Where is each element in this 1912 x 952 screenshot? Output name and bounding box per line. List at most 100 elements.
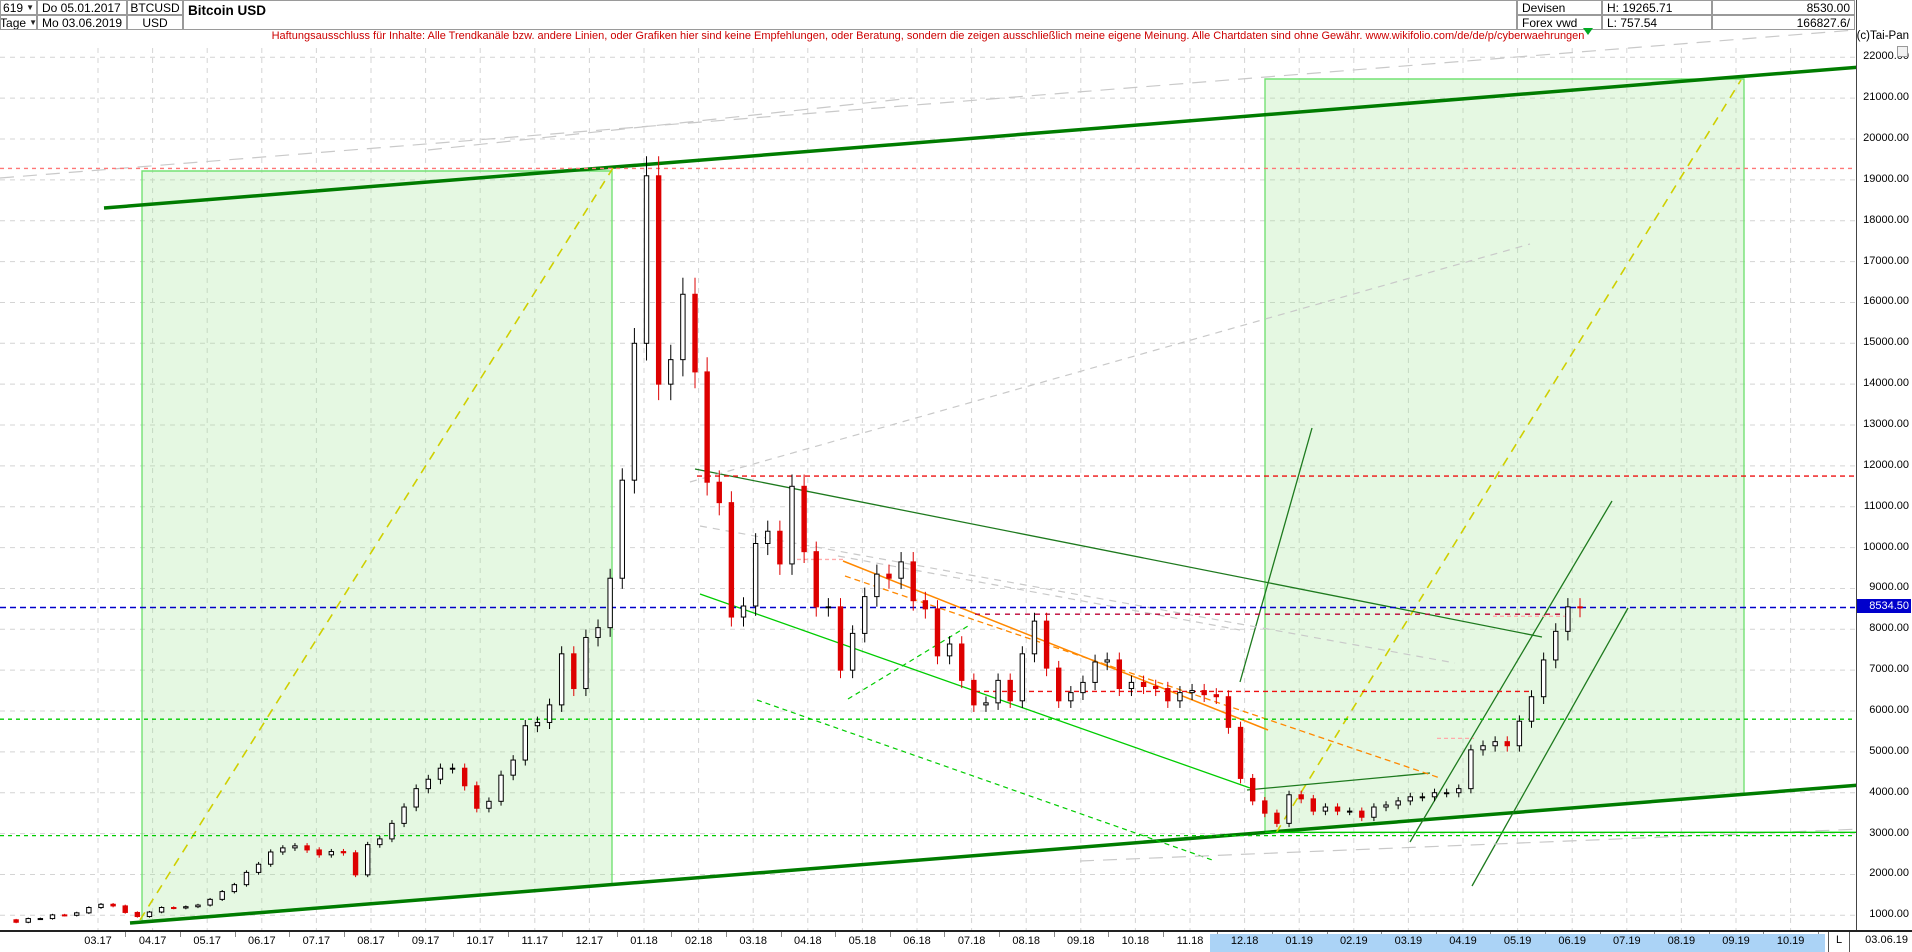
price-axis-label: 4000.00: [1869, 785, 1909, 798]
candlestick-series: [13, 156, 1583, 924]
time-axis-label: 06.17: [248, 935, 276, 947]
time-axis-label: 05.19: [1503, 935, 1532, 947]
date-to-field[interactable]: Mo 03.06.2019: [37, 15, 127, 30]
copyright-label: (c)Tai-Pan: [1856, 30, 1909, 42]
time-axis-label: 08.17: [357, 935, 385, 947]
time-axis-tick: [452, 932, 454, 937]
time-axis-label: 06.19: [1558, 935, 1586, 947]
price-axis-label: 12000.00: [1863, 458, 1909, 471]
time-axis-label: 12.17: [575, 935, 604, 947]
time-axis-label: 09.17: [411, 935, 440, 947]
value-top-cell: 8530.00: [1712, 0, 1855, 15]
symbol-value: BTCUSD: [130, 0, 180, 15]
time-axis-selection-band[interactable]: [1210, 934, 1825, 952]
session-high-cell: H: 19265.71: [1602, 0, 1712, 15]
time-axis-tick: [234, 932, 236, 937]
yellow-diagonal-2017: [139, 167, 614, 921]
time-axis-tick: [780, 932, 782, 937]
uptrend-box-2017: [141, 170, 613, 922]
value-bottom-text: 166827.6/: [1796, 15, 1850, 30]
session-high-value: H: 19265.71: [1607, 0, 1673, 15]
grey-rising-mid: [689, 243, 1531, 483]
time-axis-label: 04.17: [138, 935, 167, 947]
disclaimer-text: Haftungsausschluss für Inhalte: Alle Tre…: [0, 28, 1856, 45]
time-axis-label: 01.19: [1285, 935, 1313, 947]
price-axis-label: 17000.00: [1863, 254, 1909, 267]
grey-falling-mid-b: [837, 555, 1241, 631]
chart-title: Bitcoin USD: [183, 0, 1517, 30]
time-axis-label: 06.18: [903, 935, 931, 947]
time-axis-label: 04.18: [794, 935, 822, 947]
period-dropdown[interactable]: Tage ▼: [0, 15, 37, 30]
channel-bottom: [129, 779, 1911, 925]
time-axis-tick: [1053, 932, 1055, 937]
orange-down-solid: [842, 560, 1269, 731]
price-axis-label: 6000.00: [1869, 704, 1909, 716]
time-axis-label: 07.19: [1613, 935, 1641, 947]
time-axis-label: 03.17: [84, 935, 112, 947]
chart-title-text: Bitcoin USD: [188, 3, 267, 18]
price-axis[interactable]: (c)Tai-Pan 8534.50 22000.00 21000.00 20000…: [1856, 0, 1912, 930]
currency-cell: USD: [127, 15, 183, 30]
price-axis-label: 10000.00: [1863, 540, 1909, 553]
currency-value: USD: [142, 15, 168, 30]
time-axis-label: 11.17: [521, 935, 549, 947]
time-axis-tick: [616, 932, 618, 937]
date-from-field[interactable]: Do 05.01.2017: [37, 0, 127, 15]
channel-top: [103, 61, 1911, 210]
time-axis-tick: [1162, 932, 1164, 937]
disclaimer-text-content: Haftungsausschluss für Inhalte: Alle Tre…: [271, 30, 1585, 42]
price-axis-label: 21000.00: [1863, 91, 1909, 104]
time-axis-tick: [507, 932, 509, 937]
lime-down-dashed: [756, 699, 1216, 862]
time-axis-label: 11.18: [1176, 935, 1204, 947]
time-axis-label: 07.17: [302, 935, 331, 947]
time-axis[interactable]: L 03.06.19 03.17 04.17 05.17 06.17 07.17 08.1…: [0, 930, 1912, 952]
time-axis-tick: [289, 932, 291, 937]
time-axis-tick: [343, 932, 345, 937]
time-axis-label: 03.19: [1394, 935, 1423, 947]
time-axis-tick: [1108, 932, 1110, 937]
time-axis-label: 02.18: [684, 935, 713, 947]
time-axis-tick: [562, 932, 564, 937]
time-axis-label: 04.19: [1449, 935, 1477, 947]
price-axis-label: 14000.00: [1863, 377, 1909, 390]
time-axis-tick: [671, 932, 673, 937]
wikifolio-marker-icon: [1583, 28, 1593, 35]
price-axis-label: 7000.00: [1869, 663, 1909, 676]
time-axis-tick: [835, 932, 837, 937]
time-axis-label: 05.17: [193, 935, 221, 947]
orange-down-dashed: [844, 575, 1441, 779]
time-axis-label: 10.17: [466, 935, 494, 947]
time-axis-tick: [998, 932, 1000, 937]
time-axis-label: 10.18: [1121, 935, 1150, 947]
time-axis-label: 10.19: [1776, 935, 1805, 947]
feed-value: Forex vwd: [1522, 15, 1578, 30]
yellow-diagonal-2019: [1275, 79, 1742, 834]
symbol-cell: BTCUSD: [127, 0, 183, 15]
time-axis-label: 12.18: [1230, 935, 1259, 947]
steep-up-a: [1239, 427, 1313, 683]
price-axis-label: 15000.00: [1863, 336, 1909, 349]
time-axis-tick: [398, 932, 400, 937]
bars-count-dropdown[interactable]: 619 ▼: [0, 0, 37, 15]
axis-widget-button[interactable]: [1897, 46, 1908, 57]
feed-cell: Forex vwd: [1517, 15, 1602, 30]
chevron-down-icon: ▼: [26, 3, 34, 12]
time-axis-label: 09.18: [1067, 935, 1095, 947]
last-price-marker: 8534.50: [1857, 599, 1911, 614]
chevron-down-icon: ▼: [29, 18, 37, 27]
grey-falling-mid-a: [699, 525, 1456, 664]
time-axis-label: 07.18: [957, 935, 986, 947]
steep-up-c: [1471, 607, 1629, 887]
price-axis-label: 16000.00: [1863, 295, 1909, 308]
value-top-text: 8530.00: [1806, 0, 1850, 15]
price-axis-label: 20000.00: [1863, 132, 1909, 144]
market-value: Devisen: [1522, 0, 1566, 15]
time-axis-label: 08.19: [1667, 935, 1696, 947]
price-axis-label: 1000.00: [1869, 908, 1909, 921]
time-axis-label: 03.18: [739, 935, 767, 947]
price-axis-label: 5000.00: [1869, 744, 1909, 757]
time-axis-tick: [889, 932, 891, 937]
